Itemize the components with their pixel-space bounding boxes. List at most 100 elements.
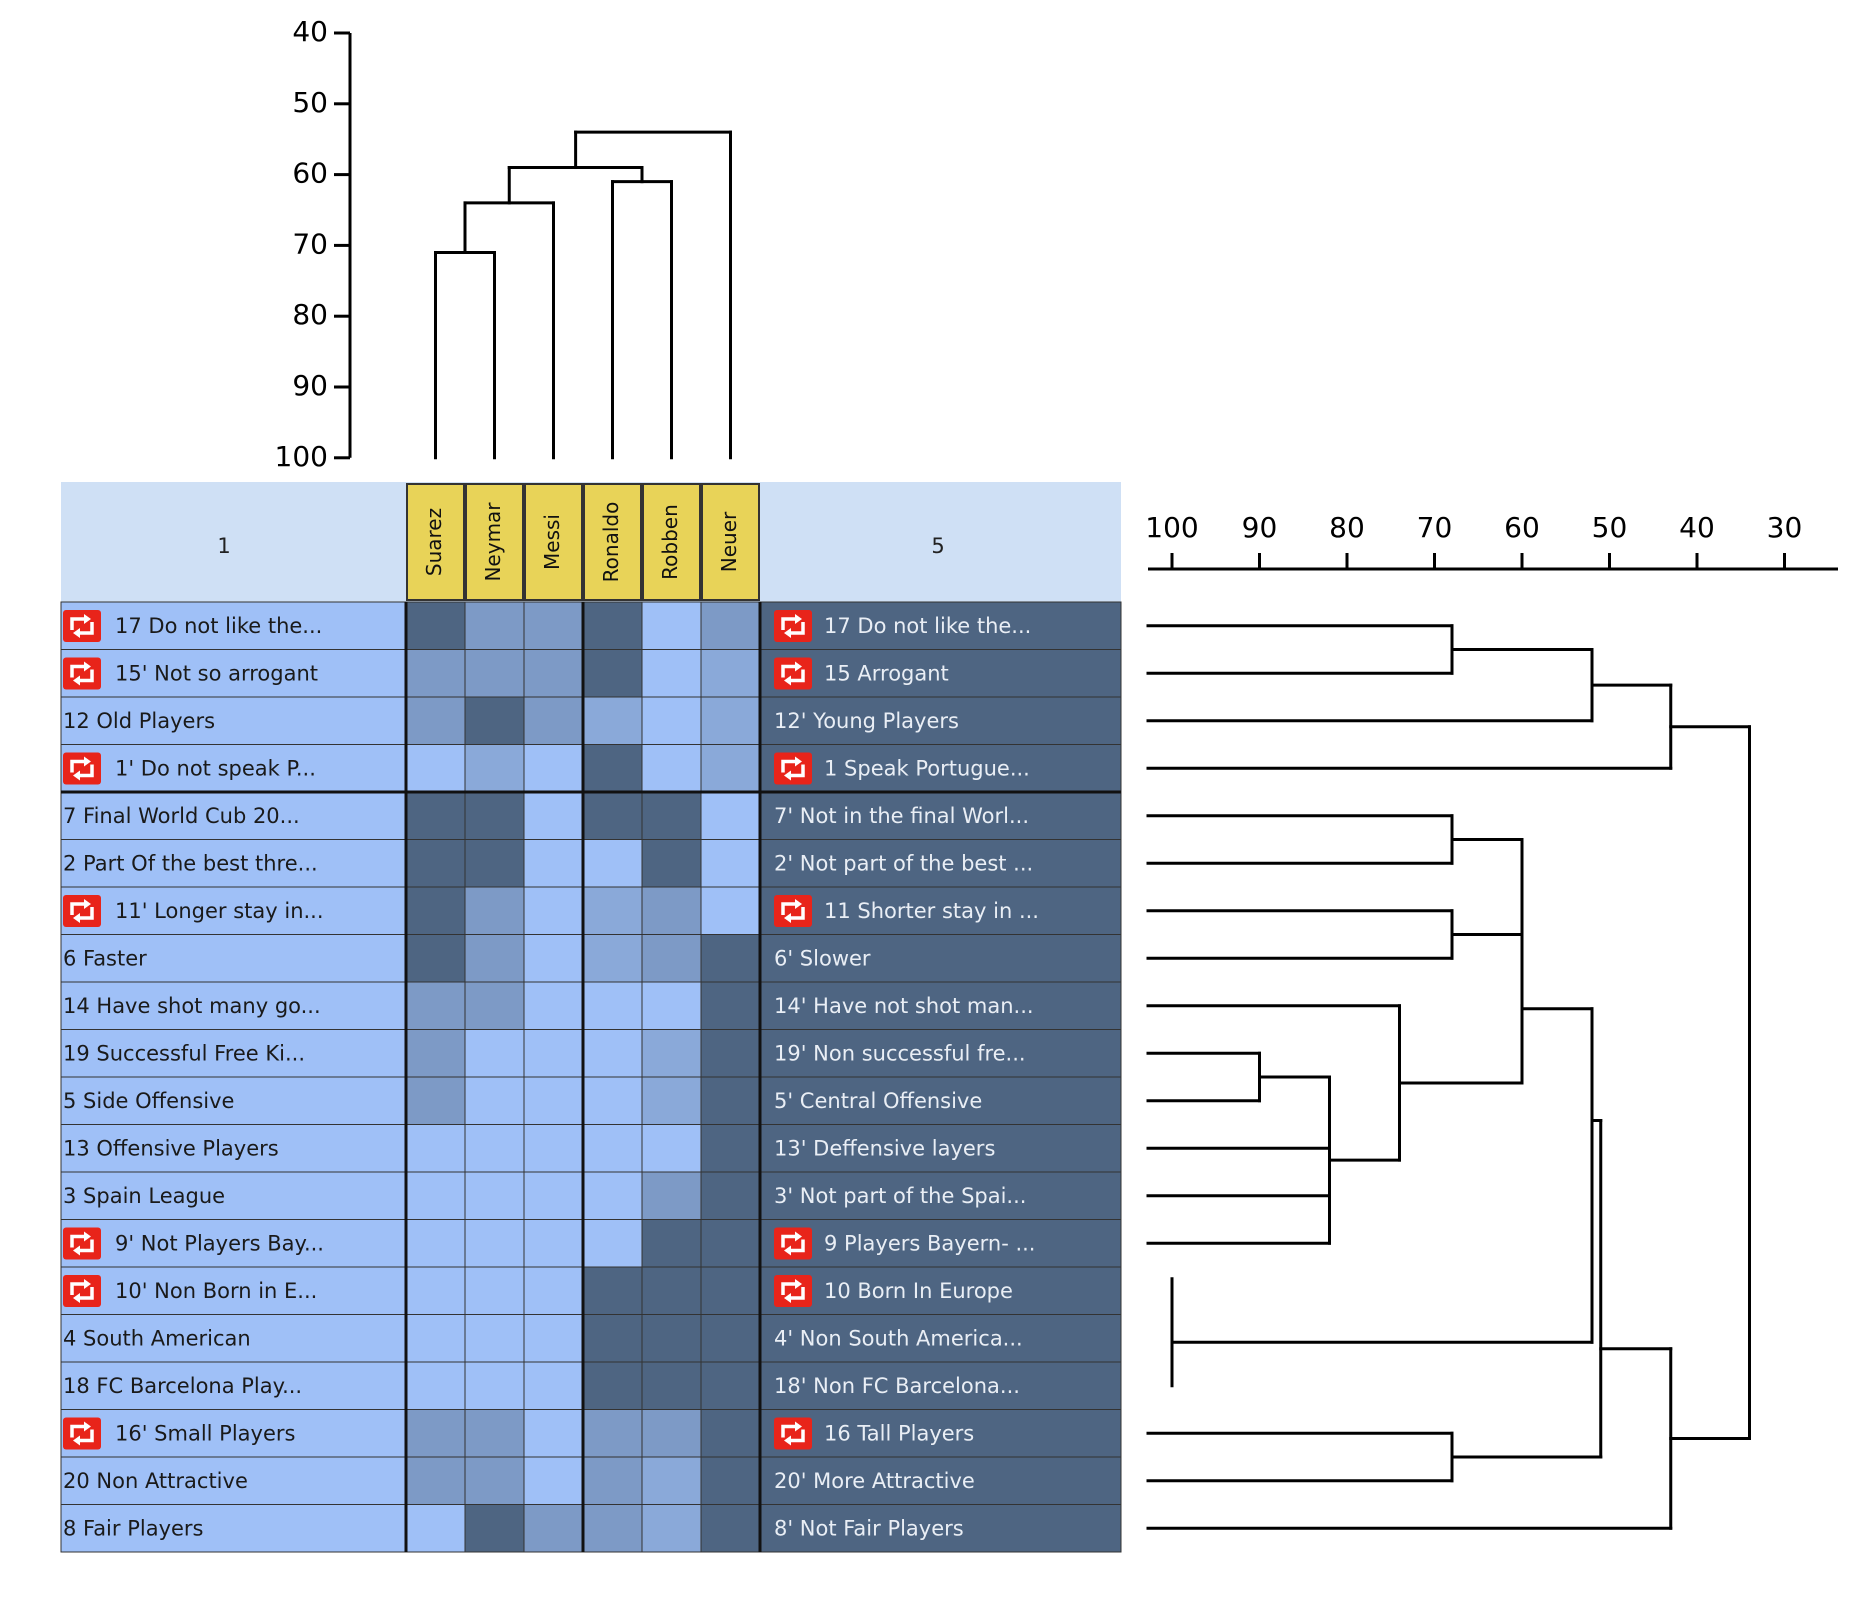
reverse-icon-arrow-down <box>78 1429 94 1443</box>
left-construct-cell <box>60 934 407 983</box>
rating-cell <box>700 1029 761 1078</box>
reverse-icon-arrowhead-up <box>795 614 802 624</box>
top-axis-tick-label: 100 <box>275 440 328 473</box>
right-construct-label: 3' Not part of the Spai... <box>774 1184 1026 1208</box>
grid-row: 15' Not so arrogant 15 Arrogant <box>60 649 1122 698</box>
rating-cell <box>464 791 525 840</box>
reverse-icon-arrowhead-up <box>84 756 91 767</box>
rating-cell <box>405 744 466 793</box>
left-construct-label: 13 Offensive Players <box>63 1136 279 1160</box>
right-construct-cell <box>759 1361 1122 1410</box>
rating-cell <box>405 791 466 840</box>
reverse-icon-arrowhead-down <box>73 913 80 923</box>
top-axis-tick-label: 70 <box>292 227 328 260</box>
reverse-icon-arrowhead-down <box>784 1435 791 1446</box>
right-construct-cell <box>759 1504 1122 1553</box>
column-header-label: Neuer <box>717 511 741 572</box>
reverse-icon-arrowhead-up <box>795 1231 802 1242</box>
rating-cell <box>464 934 525 983</box>
top-dendrogram <box>434 130 732 460</box>
rating-cell <box>582 1029 643 1078</box>
rating-cell <box>405 1456 466 1505</box>
grid-row: 6 Faster 6' Slower <box>60 934 1122 983</box>
left-construct-cell <box>60 1219 407 1268</box>
left-construct-label: 5 Side Offensive <box>63 1089 234 1113</box>
rating-cell <box>523 744 584 793</box>
rating-cell <box>523 1266 584 1315</box>
right-construct-cell <box>759 744 1122 793</box>
column-header-label: Ronaldo <box>599 502 623 583</box>
element-column-headers: Suarez Neymar Messi Ronaldo Robben Neuer <box>406 483 760 601</box>
rating-cell <box>641 696 702 745</box>
reverse-icon-arrowhead-down <box>784 770 791 781</box>
rating-cell <box>523 791 584 840</box>
left-construct-label: 7 Final World Cub 20... <box>63 804 300 828</box>
rating-cell <box>641 791 702 840</box>
rating-cell <box>582 744 643 793</box>
rating-cell <box>582 649 643 698</box>
left-construct-cell <box>60 1171 407 1220</box>
rating-cell <box>641 1504 702 1553</box>
reverse-icon-arrowhead-up <box>84 1231 91 1242</box>
reverse-icon-bg <box>774 1417 812 1450</box>
left-construct-label: 10' Non Born in E... <box>115 1279 317 1303</box>
left-construct-label: 3 Spain League <box>63 1184 225 1208</box>
right-construct-label: 4' Non South America... <box>774 1326 1023 1350</box>
right-construct-cell <box>759 981 1122 1030</box>
column-header-label: Messi <box>540 514 564 570</box>
rating-cell <box>641 1124 702 1173</box>
reverse-icon-arrowhead-down <box>73 1293 80 1303</box>
reverse-icon-arrow-down <box>78 1239 94 1253</box>
left-pole-header: 1 <box>217 534 230 558</box>
reverse-icon-arrowhead-up <box>795 1279 802 1289</box>
right-construct-label: 12' Young Players <box>774 709 959 733</box>
right-construct-label: 15 Arrogant <box>824 661 949 685</box>
left-construct-cell <box>60 1314 407 1363</box>
rating-cell <box>582 1266 643 1315</box>
reverse-icon-arrowhead-up <box>795 661 802 672</box>
rating-cell <box>582 1219 643 1268</box>
reverse-icon-arrow-down <box>789 1239 805 1253</box>
reverse-icon-arrowhead-down <box>784 1293 791 1303</box>
rating-cell <box>582 601 643 650</box>
reverse-icon-arrow-down <box>78 669 94 683</box>
reverse-icon-arrow-down <box>789 907 805 920</box>
rating-cell <box>582 981 643 1030</box>
rating-cell <box>700 934 761 983</box>
rating-cell <box>582 1124 643 1173</box>
rating-cell <box>405 601 466 650</box>
reverse-icon-arrow-up <box>70 664 87 678</box>
reverse-icon-bg <box>774 610 812 642</box>
right-construct-cell <box>759 601 1122 650</box>
reverse-icon-arrowhead-up <box>84 1421 91 1432</box>
reverse-arrows-icon <box>774 752 812 785</box>
rating-cell <box>700 839 761 888</box>
reverse-icon-arrowhead-up <box>84 899 91 909</box>
rating-cell <box>700 1076 761 1125</box>
rating-cell <box>464 1171 525 1220</box>
rating-cell <box>582 1409 643 1458</box>
reverse-icon-bg <box>63 657 101 690</box>
top-dendrogram-axis: 40 50 60 70 80 90 100 <box>275 15 352 473</box>
top-axis-tick-label: 90 <box>292 369 328 402</box>
right-construct-cell <box>759 1219 1122 1268</box>
reverse-icon-arrow-down <box>78 907 94 920</box>
rating-cell <box>641 886 702 935</box>
left-construct-cell <box>60 601 407 650</box>
column-header-label: Neymar <box>481 502 505 582</box>
rating-cell <box>464 839 525 888</box>
rating-cell <box>464 981 525 1030</box>
right-construct-cell <box>759 839 1122 888</box>
right-construct-label: 6' Slower <box>774 946 871 970</box>
rating-cell <box>405 1266 466 1315</box>
rating-cell <box>700 1266 761 1315</box>
right-construct-cell <box>759 1124 1122 1173</box>
column-header-label: Robben <box>658 504 682 580</box>
right-construct-label: 1 Speak Portugue... <box>824 756 1030 780</box>
reverse-icon-arrowhead-down <box>73 1245 80 1256</box>
reverse-icon-arrowhead-up <box>84 1279 91 1289</box>
grid-row: 8 Fair Players 8' Not Fair Players <box>60 1504 1122 1553</box>
left-construct-label: 4 South American <box>63 1326 251 1350</box>
left-construct-cell <box>60 886 407 935</box>
rating-cell <box>464 649 525 698</box>
